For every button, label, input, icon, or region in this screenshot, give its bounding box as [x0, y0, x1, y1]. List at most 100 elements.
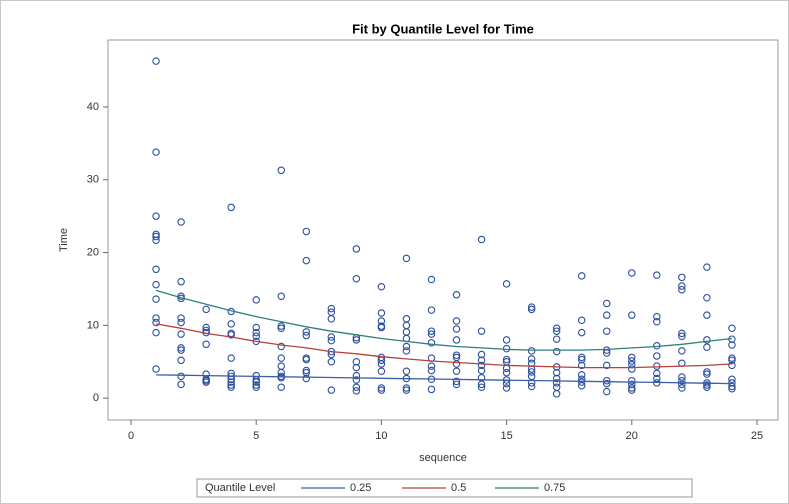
point [527, 368, 536, 376]
point [352, 383, 361, 391]
point [577, 353, 586, 362]
point [477, 380, 486, 389]
point [602, 299, 611, 308]
fit-line [155, 289, 732, 351]
x-tick-label: 20 [626, 430, 638, 442]
point [152, 148, 160, 156]
point [728, 375, 736, 383]
point [277, 374, 286, 382]
point [177, 218, 185, 226]
point [477, 235, 486, 244]
plot-frame [107, 39, 779, 421]
point [427, 327, 436, 335]
point [427, 306, 436, 314]
point [628, 357, 636, 365]
fit-line [155, 323, 732, 369]
legend-title: Quantile Level [205, 482, 275, 494]
point [302, 331, 311, 340]
point [477, 366, 486, 375]
y-tick-label: 0 [93, 392, 99, 404]
point [227, 354, 235, 362]
point [628, 386, 636, 394]
point [152, 328, 160, 337]
point [728, 324, 736, 333]
point [452, 377, 461, 386]
point [502, 280, 511, 288]
point [678, 376, 686, 385]
point [502, 336, 511, 344]
x-tick-label: 10 [375, 430, 387, 442]
point [252, 328, 260, 337]
point [577, 316, 586, 325]
y-tick-label: 20 [87, 246, 99, 258]
point [277, 383, 286, 391]
point [452, 325, 461, 333]
point [653, 317, 661, 326]
point [227, 381, 235, 389]
point [552, 327, 561, 335]
point [427, 385, 436, 394]
y-tick-label: 30 [87, 174, 99, 186]
point [653, 374, 661, 383]
point [302, 368, 311, 377]
point [277, 342, 286, 351]
point [728, 354, 736, 362]
point [527, 382, 536, 391]
point [577, 382, 586, 390]
point [552, 390, 561, 398]
point [327, 386, 336, 394]
y-axis-label: Time [58, 228, 70, 252]
point [352, 275, 361, 283]
point [227, 383, 235, 391]
point [703, 370, 711, 378]
point [277, 292, 286, 300]
point [703, 383, 711, 391]
point [327, 315, 336, 323]
point [477, 361, 486, 370]
point [602, 379, 611, 388]
point [703, 263, 711, 271]
point [252, 323, 260, 332]
point [552, 374, 561, 383]
point [377, 360, 386, 368]
point [577, 378, 586, 386]
point [352, 363, 361, 372]
point [728, 379, 736, 387]
point [552, 335, 561, 343]
point [728, 356, 736, 365]
point [527, 355, 536, 363]
point [152, 212, 160, 220]
point [602, 361, 611, 370]
point [277, 166, 286, 175]
point [628, 376, 636, 385]
point [302, 328, 311, 336]
point [602, 311, 611, 319]
point [577, 361, 586, 370]
point [152, 280, 160, 289]
point [302, 374, 311, 383]
point [252, 383, 260, 391]
point [703, 311, 711, 319]
point [477, 383, 486, 391]
point [577, 272, 586, 280]
point [277, 368, 286, 377]
point [577, 328, 586, 337]
point [152, 365, 160, 373]
point [177, 318, 185, 327]
point [352, 371, 361, 380]
point [703, 343, 711, 351]
point [628, 380, 636, 389]
point [477, 350, 486, 359]
point [552, 368, 561, 377]
point [227, 320, 235, 328]
point [277, 354, 286, 362]
point [452, 336, 461, 344]
point [327, 336, 336, 345]
point [227, 331, 235, 339]
point [277, 324, 286, 333]
point [502, 355, 511, 364]
point [352, 245, 361, 253]
point [703, 381, 711, 389]
point [728, 341, 736, 349]
